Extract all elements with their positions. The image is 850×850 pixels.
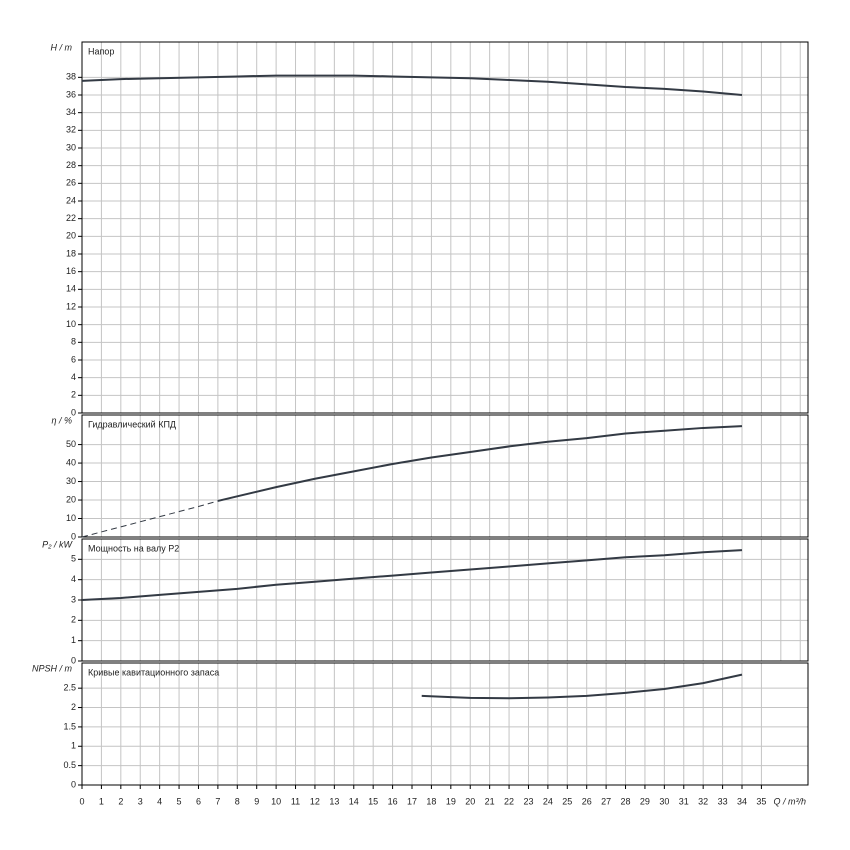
panel-frame [81,662,809,786]
y-tick-label: 28 [66,160,76,170]
x-tick-label: 32 [698,796,708,806]
y-tick-label: 10 [66,319,76,329]
y-tick-label: 14 [66,284,76,294]
x-tick-label: 14 [349,796,359,806]
x-tick-label: 30 [659,796,669,806]
x-tick-label: 9 [254,796,259,806]
y-tick-label: 30 [66,476,76,486]
curve [81,74,743,96]
x-tick-label: 12 [310,796,320,806]
x-tick-label: 4 [157,796,162,806]
panel-title: Кривые кавитационного запаса [88,667,219,677]
y-tick-label: 4 [71,372,76,382]
x-tick-label: 26 [582,796,592,806]
curve [421,673,743,700]
y-tick-label: 20 [66,494,76,504]
panel-title: Гидравлический КПД [88,419,176,429]
x-tick-label: 21 [485,796,495,806]
x-tick-label: 3 [138,796,143,806]
curve [81,500,219,538]
y-tick-label: 24 [66,195,76,205]
x-tick-label: 35 [756,796,766,806]
x-tick-label: 24 [543,796,553,806]
y-tick-label: 12 [66,301,76,311]
x-tick-label: 6 [196,796,201,806]
x-tick-label: 28 [621,796,631,806]
x-tick-label: 13 [329,796,339,806]
panel-title: Мощность на валу P2 [88,543,179,553]
x-tick-label: 18 [426,796,436,806]
y-tick-label: 30 [66,142,76,152]
x-tick-label: 34 [737,796,747,806]
x-tick-label: 27 [601,796,611,806]
y-tick-label: 34 [66,107,76,117]
y-tick-label: 8 [71,337,76,347]
x-tick-label: 5 [177,796,182,806]
x-tick-label: 31 [679,796,689,806]
y-tick-label: 0 [71,655,76,665]
y-tick-label: 0.5 [63,760,76,770]
y-tick-label: 10 [66,513,76,523]
y-tick-label: 5 [71,554,76,564]
y-axis-label: H / m [51,42,73,52]
x-tick-label: 0 [79,796,84,806]
y-axis-label: η / % [51,415,72,425]
y-tick-label: 1 [71,635,76,645]
x-tick-label: 11 [291,796,300,806]
x-tick-label: 15 [368,796,378,806]
x-tick-label: 33 [718,796,728,806]
x-tick-label: 25 [562,796,572,806]
y-tick-label: 1 [71,741,76,751]
y-tick-label: 2.5 [63,683,76,693]
y-tick-label: 4 [71,574,76,584]
y-tick-label: 16 [66,266,76,276]
y-tick-label: 20 [66,231,76,241]
y-tick-label: 0 [71,531,76,541]
y-tick-label: 26 [66,178,76,188]
y-axis-label: P₂ / kW [42,539,73,549]
y-tick-label: 40 [66,457,76,467]
y-tick-label: 0 [71,779,76,789]
x-axis-label: Q / m³/h [773,796,806,806]
y-tick-label: 6 [71,354,76,364]
x-tick-label: 2 [118,796,123,806]
y-tick-label: 18 [66,248,76,258]
curve [81,549,743,601]
curve [217,425,743,502]
x-tick-label: 16 [388,796,398,806]
y-tick-label: 50 [66,439,76,449]
y-tick-label: 2 [71,615,76,625]
panel-frame [81,414,809,538]
y-tick-label: 2 [71,390,76,400]
x-tick-label: 7 [215,796,220,806]
x-tick-label: 20 [465,796,475,806]
y-tick-label: 0 [71,407,76,417]
y-tick-label: 22 [66,213,76,223]
y-tick-label: 1.5 [63,721,76,731]
y-tick-label: 38 [66,72,76,82]
x-tick-label: 10 [271,796,281,806]
x-tick-label: 19 [446,796,456,806]
y-axis-label: NPSH / m [32,663,73,673]
panel-title: Напор [88,46,114,56]
y-tick-label: 2 [71,702,76,712]
x-tick-label: 22 [504,796,514,806]
x-tick-label: 29 [640,796,650,806]
x-tick-label: 8 [235,796,240,806]
x-tick-label: 17 [407,796,417,806]
y-tick-label: 3 [71,594,76,604]
x-tick-label: 1 [99,796,104,806]
y-tick-label: 32 [66,125,76,135]
x-tick-label: 23 [523,796,533,806]
y-tick-label: 36 [66,89,76,99]
panel-frame [81,41,809,414]
